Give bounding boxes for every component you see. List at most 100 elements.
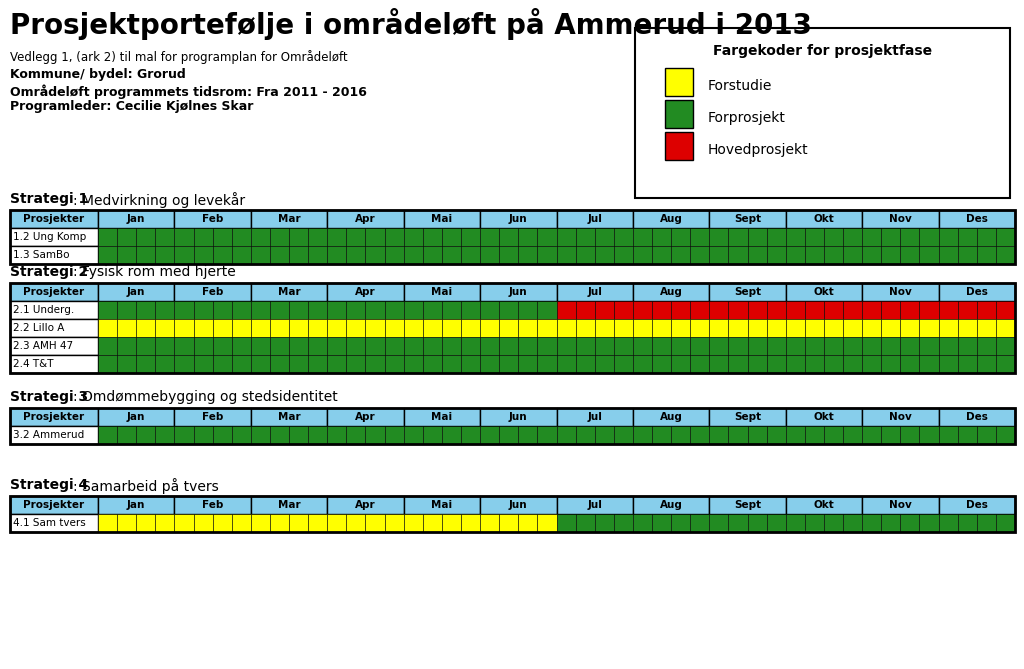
Bar (595, 319, 613, 337)
Bar (710, 319, 728, 337)
Text: 3.2 Ammerud: 3.2 Ammerud (13, 430, 84, 440)
Bar (499, 319, 518, 337)
Bar (10, 283, 98, 301)
Bar (403, 408, 480, 426)
Text: Des: Des (966, 287, 988, 297)
Bar (308, 337, 328, 355)
Bar (518, 337, 538, 355)
Bar (174, 355, 194, 373)
Bar (900, 514, 920, 532)
Bar (328, 355, 346, 373)
Bar (461, 426, 480, 444)
Bar (633, 408, 710, 426)
Bar (613, 355, 633, 373)
Text: Jun: Jun (509, 412, 527, 422)
Bar (156, 319, 174, 337)
Bar (117, 246, 136, 264)
Bar (328, 301, 346, 319)
Text: Apr: Apr (355, 287, 376, 297)
Bar (652, 337, 671, 355)
Bar (613, 228, 633, 246)
Bar (710, 301, 728, 319)
Bar (538, 319, 556, 337)
Text: Des: Des (966, 214, 988, 224)
Text: Prosjekter: Prosjekter (24, 214, 85, 224)
Bar (270, 337, 289, 355)
Bar (117, 337, 136, 355)
Bar (403, 228, 423, 246)
Bar (231, 301, 251, 319)
Bar (308, 319, 328, 337)
Bar (939, 514, 957, 532)
Bar (480, 319, 499, 337)
Bar (635, 28, 1010, 198)
Bar (556, 355, 575, 373)
Bar (785, 319, 805, 337)
Bar (213, 319, 231, 337)
Bar (613, 301, 633, 319)
Text: : Omdømmebygging og stedsidentitet: : Omdømmebygging og stedsidentitet (73, 390, 338, 404)
Bar (882, 301, 900, 319)
Bar (710, 283, 785, 301)
Bar (690, 514, 710, 532)
Bar (117, 426, 136, 444)
Bar (652, 319, 671, 337)
Bar (10, 337, 98, 355)
Bar (366, 301, 385, 319)
Text: Aug: Aug (659, 214, 683, 224)
Bar (920, 426, 939, 444)
Bar (499, 228, 518, 246)
Bar (423, 337, 442, 355)
Bar (996, 355, 1015, 373)
Text: Okt: Okt (814, 214, 835, 224)
Bar (767, 301, 785, 319)
Bar (595, 426, 613, 444)
Bar (385, 228, 403, 246)
Bar (136, 337, 156, 355)
Bar (824, 337, 843, 355)
Bar (575, 228, 595, 246)
Bar (251, 337, 270, 355)
Text: Jan: Jan (127, 412, 145, 422)
Bar (690, 337, 710, 355)
Bar (403, 426, 423, 444)
Bar (270, 228, 289, 246)
Text: Feb: Feb (202, 500, 223, 510)
Bar (843, 514, 862, 532)
Bar (366, 228, 385, 246)
Bar (403, 301, 423, 319)
Bar (174, 210, 251, 228)
Bar (805, 514, 824, 532)
Bar (824, 246, 843, 264)
Bar (652, 514, 671, 532)
Bar (98, 319, 117, 337)
Text: 2.2 Lillo A: 2.2 Lillo A (13, 323, 65, 333)
Bar (710, 355, 728, 373)
Bar (328, 408, 403, 426)
Bar (633, 514, 652, 532)
Text: Kommune/ bydel: Grorud: Kommune/ bydel: Grorud (10, 68, 185, 81)
Bar (251, 283, 328, 301)
Bar (480, 246, 499, 264)
Bar (843, 355, 862, 373)
Bar (499, 355, 518, 373)
Bar (671, 337, 690, 355)
Bar (862, 301, 882, 319)
Text: 2.1 Underg.: 2.1 Underg. (13, 305, 75, 315)
Text: Aug: Aug (659, 500, 683, 510)
Bar (996, 426, 1015, 444)
Bar (423, 301, 442, 319)
Bar (423, 355, 442, 373)
Bar (423, 228, 442, 246)
Bar (652, 355, 671, 373)
Bar (308, 301, 328, 319)
Bar (633, 301, 652, 319)
Bar (710, 514, 728, 532)
Bar (785, 337, 805, 355)
Bar (748, 319, 767, 337)
Text: Sept: Sept (734, 500, 761, 510)
Bar (767, 337, 785, 355)
Bar (767, 355, 785, 373)
Bar (480, 283, 556, 301)
Bar (251, 426, 270, 444)
